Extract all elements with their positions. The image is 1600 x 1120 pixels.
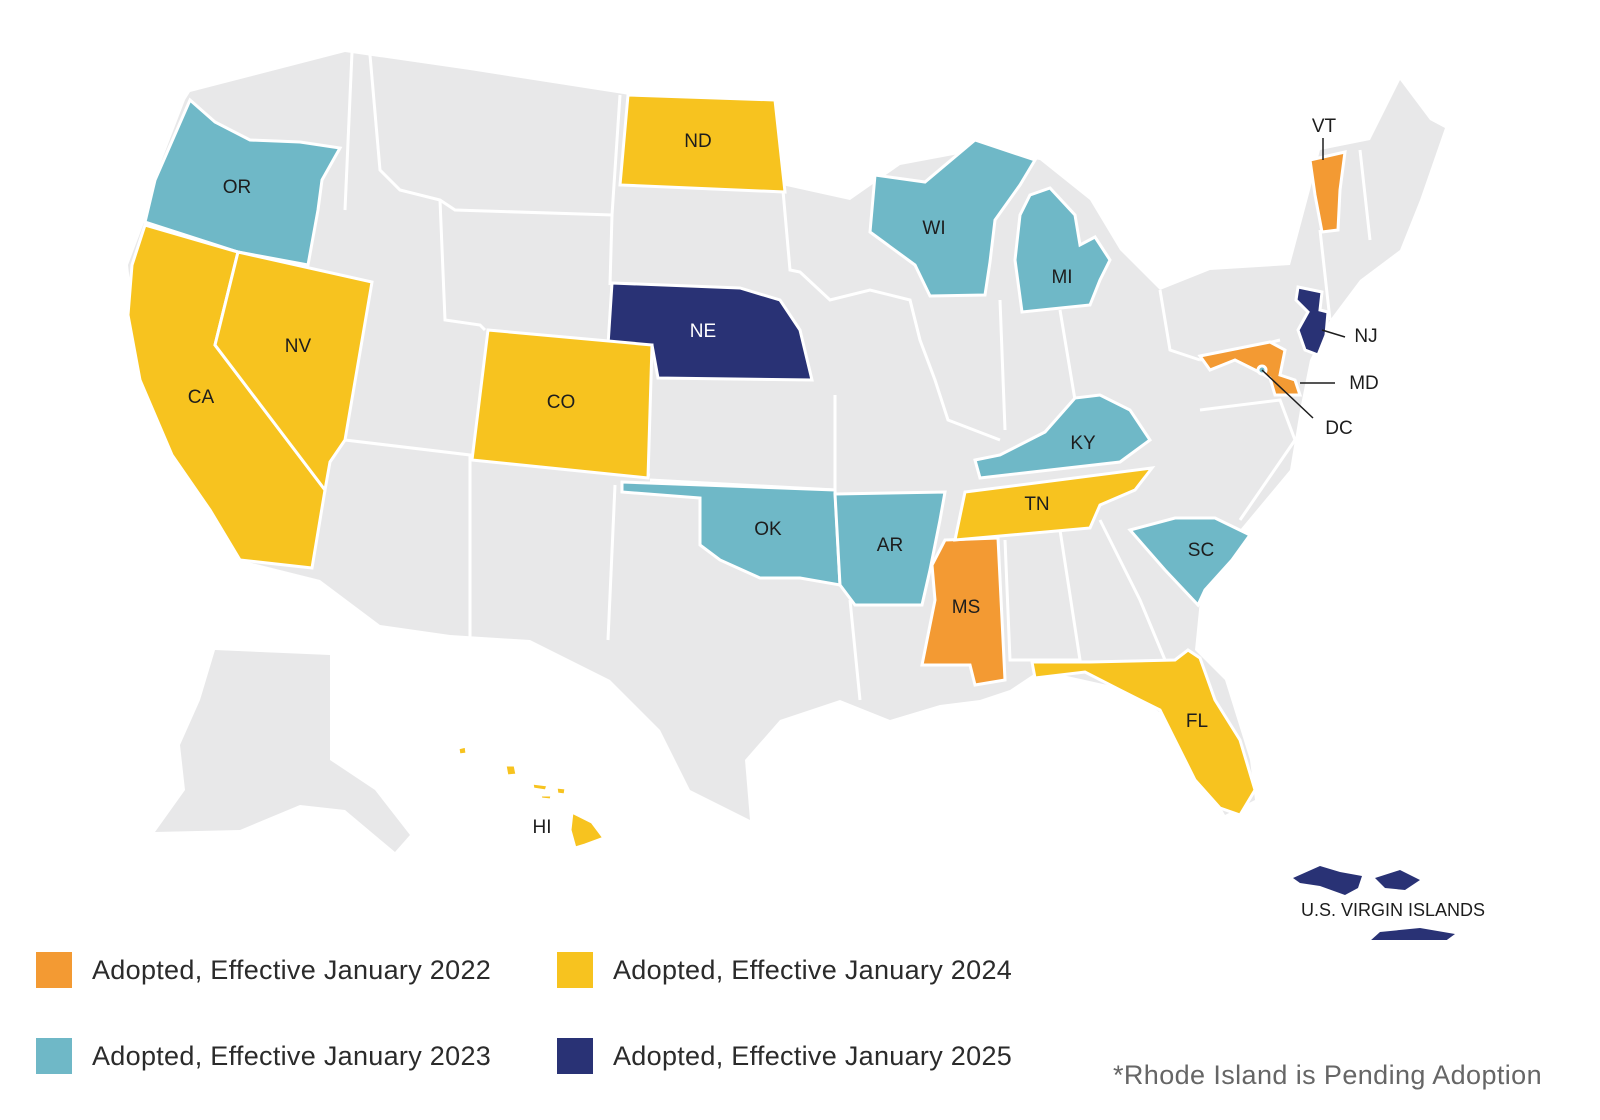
state-mi[interactable] [1013, 186, 1112, 314]
label-sc: SC [1188, 540, 1214, 561]
label-ms: MS [952, 597, 981, 618]
legend-swatch-2025 [557, 1038, 593, 1074]
state-vt[interactable] [1308, 150, 1347, 234]
label-mi: MI [1051, 267, 1072, 288]
label-or: OR [223, 177, 252, 198]
label-wi: WI [922, 218, 945, 239]
state-nj[interactable] [1294, 285, 1330, 357]
legend-swatch-2024 [557, 952, 593, 988]
alaska-land [155, 650, 410, 852]
legend-label-2022: Adopted, Effective January 2022 [92, 954, 492, 985]
leader-lines [1261, 138, 1346, 419]
state-hi[interactable] [456, 744, 607, 850]
label-tn: TN [1024, 494, 1049, 515]
virgin-islands-st-croix [1360, 928, 1455, 958]
label-nv: NV [285, 336, 312, 357]
state-ar[interactable] [833, 490, 947, 607]
label-nj: NJ [1354, 326, 1377, 347]
legend-item-2024: Adopted, Effective January 2024 [557, 950, 1012, 990]
label-ky: KY [1070, 433, 1096, 454]
label-vt: VT [1312, 116, 1337, 137]
states-colored [126, 93, 1347, 850]
legend-item-2022: Adopted, Effective January 2022 [36, 950, 491, 990]
label-md: MD [1349, 373, 1379, 394]
state-tn[interactable] [953, 466, 1156, 542]
footnote: *Rhode Island is Pending Adoption [1112, 1060, 1542, 1090]
label-fl: FL [1186, 711, 1208, 732]
label-ok: OK [754, 519, 782, 540]
state-or[interactable] [143, 97, 343, 267]
state-fl[interactable] [1030, 648, 1257, 817]
legend-item-2023: Adopted, Effective January 2023 [36, 1036, 491, 1076]
legend-item-2025: Adopted, Effective January 2025 [557, 1036, 1012, 1076]
state-nv[interactable] [213, 250, 374, 494]
leader-dc [1261, 369, 1314, 419]
legend-swatch-2022 [36, 952, 72, 988]
contiguous-us-land [128, 52, 1445, 820]
state-nd[interactable] [618, 93, 787, 194]
label-nd: ND [684, 131, 711, 152]
state-sc[interactable] [1127, 516, 1253, 608]
virgin-islands-st-thomas [1293, 866, 1362, 895]
legend-label-2024: Adopted, Effective January 2024 [613, 954, 1013, 985]
label-hi: HI [533, 817, 552, 838]
label-ca: CA [188, 387, 215, 408]
legend-label-2025: Adopted, Effective January 2025 [613, 1040, 1013, 1071]
legend-label-2023: Adopted, Effective January 2023 [92, 1040, 492, 1071]
virgin-islands-label: U.S. VIRGIN ISLANDS [1301, 900, 1485, 920]
state-ky[interactable] [973, 393, 1153, 480]
base-land [128, 52, 1445, 852]
state-ms[interactable] [920, 536, 1007, 687]
leader-nj [1321, 329, 1346, 338]
label-ar: AR [877, 535, 903, 556]
virgin-islands-st-john [1375, 870, 1420, 890]
state-wi[interactable] [868, 138, 1038, 298]
state-co[interactable] [470, 328, 654, 480]
label-ne: NE [690, 321, 716, 342]
us-map: ND OR WI MI NE NV CA CO KY TN OK AR SC M… [126, 51, 1485, 958]
label-co: CO [547, 392, 576, 413]
legend-swatch-2023 [36, 1038, 72, 1074]
state-labels: ND OR WI MI NE NV CA CO KY TN OK AR SC M… [188, 116, 1485, 920]
label-dc: DC [1325, 418, 1352, 439]
